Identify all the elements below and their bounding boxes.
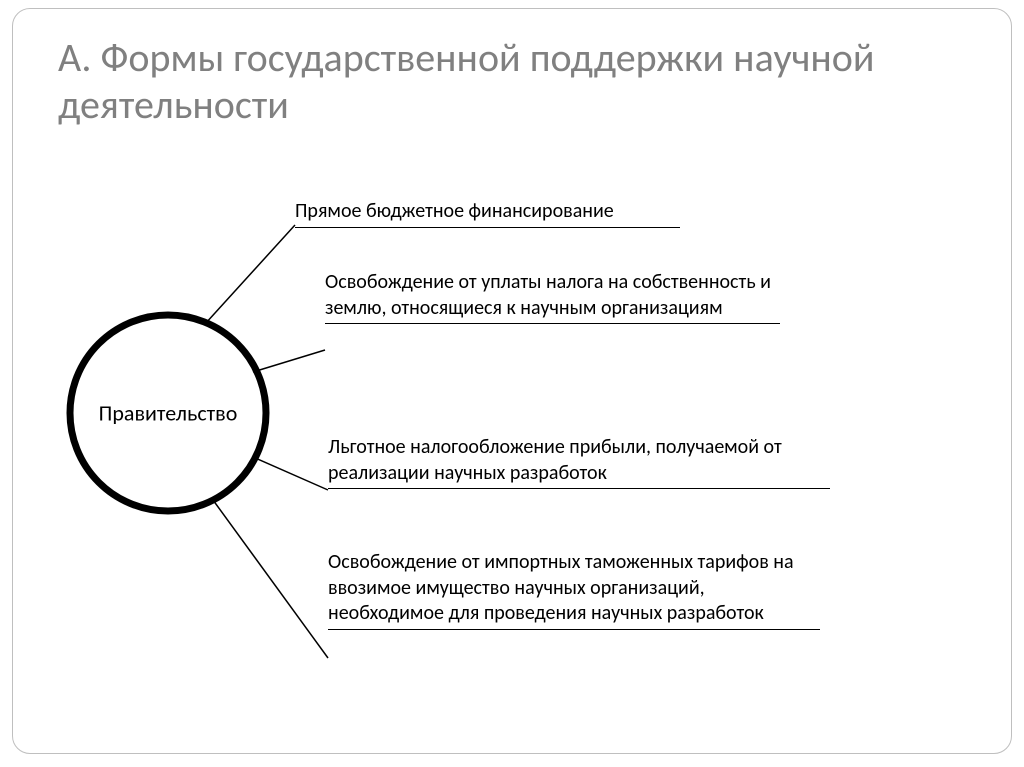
hub-label: Правительство — [99, 400, 238, 427]
branch-label: Освобождение от уплаты налога на собстве… — [325, 270, 780, 324]
branch-label: Прямое бюджетное финансирование — [295, 199, 680, 228]
branch-label: Освобождение от импортных таможенных тар… — [328, 550, 820, 630]
slide-title: А. Формы государственной поддержки научн… — [58, 34, 938, 128]
branch-label: Льготное налогообложение прибыли, получа… — [328, 435, 830, 489]
